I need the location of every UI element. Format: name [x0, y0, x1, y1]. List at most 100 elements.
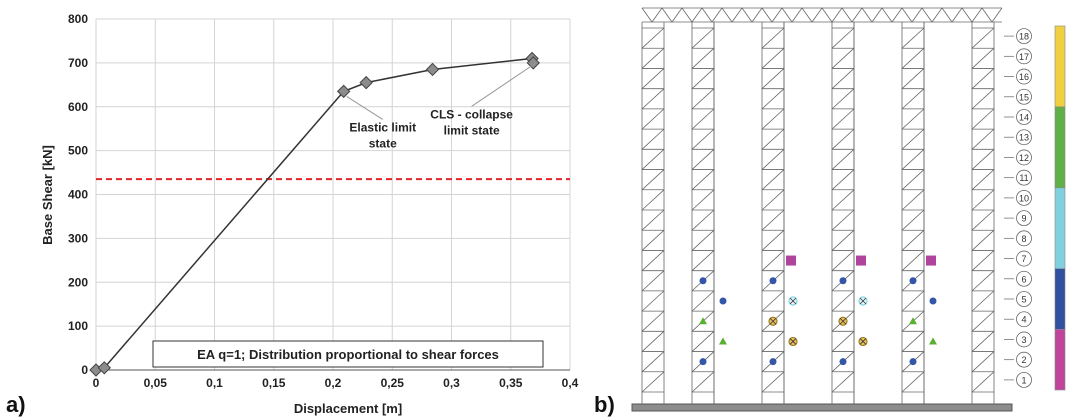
floor-marker — [1016, 169, 1032, 186]
floor-marker — [1016, 189, 1032, 206]
floor-label: 1 — [1021, 375, 1026, 385]
y-axis-label: Base Shear [kN] — [40, 145, 55, 245]
annotation-text: Elastic limit — [349, 120, 416, 134]
hinge-marker — [788, 296, 798, 306]
floor-label: 17 — [1019, 52, 1029, 62]
annotation-leader — [346, 95, 384, 120]
floor-marker — [1016, 351, 1032, 368]
panel-b-label: b) — [594, 392, 615, 417]
floor-marker — [1016, 230, 1032, 247]
data-point — [425, 62, 440, 77]
floor-label: 13 — [1019, 133, 1029, 143]
color-bar-segment — [1054, 187, 1066, 269]
chart-grid — [95, 18, 571, 371]
floor-label: 11 — [1019, 173, 1028, 183]
annotation-text: CLS - collapse — [430, 107, 513, 121]
floor-label: 18 — [1019, 32, 1029, 42]
x-tick-label: 0,3 — [443, 376, 460, 390]
legend-box: EA q=1; Distribution proportional to she… — [152, 340, 544, 368]
y-tick-label: 400 — [68, 188, 88, 202]
panel-a-label: a) — [6, 392, 26, 417]
hinge-marker — [856, 255, 866, 266]
floor-marker — [1016, 291, 1032, 307]
floor-marker — [1016, 88, 1032, 105]
hinge-marker — [909, 317, 917, 325]
color-bar-segment — [1054, 25, 1066, 108]
hinge-marker — [839, 358, 847, 366]
hinge-marker — [768, 316, 778, 326]
floor-marker — [1016, 331, 1032, 348]
floor-marker — [1016, 149, 1032, 166]
annotation-text: state — [369, 136, 397, 150]
floor-marker — [1016, 109, 1032, 125]
color-bar-segment — [1054, 268, 1066, 330]
color-bar — [1054, 25, 1066, 391]
hinge-marker — [909, 358, 917, 366]
y-tick-label: 300 — [68, 231, 88, 245]
frame-drawing — [631, 7, 1013, 412]
floor-label: 8 — [1021, 234, 1026, 244]
x-tick-label: 0,1 — [206, 376, 223, 390]
hinge-marker — [838, 316, 848, 326]
floor-label: 10 — [1019, 193, 1029, 203]
x-tick-label: 0,05 — [144, 376, 168, 390]
annotation-leader — [471, 63, 536, 107]
hinge-marker — [858, 336, 868, 347]
floor-marker — [1016, 68, 1032, 85]
x-tick-label: 0,4 — [562, 376, 579, 390]
floor-label: 9 — [1021, 214, 1026, 224]
hinge-marker — [786, 255, 796, 266]
plastic-hinges — [699, 255, 937, 366]
pushover-chart: 0 100 200 300 400 500 600 700 800 0 0,05 0,1 0,15 0,… — [6, 12, 579, 417]
foundation — [631, 403, 1013, 412]
data-point — [97, 361, 112, 375]
color-bar-segment — [1054, 106, 1066, 189]
floor-label: 12 — [1019, 153, 1029, 163]
data-point — [526, 56, 540, 70]
hinge-marker — [699, 358, 707, 366]
floor-label: 4 — [1021, 315, 1026, 325]
floor-marker — [1016, 28, 1032, 45]
hinge-marker — [719, 297, 727, 305]
floor-label: 16 — [1019, 72, 1029, 82]
floor-marker — [1016, 129, 1032, 146]
y-tick-label: 100 — [68, 319, 88, 333]
annotation-text: limit state — [444, 123, 500, 137]
hinge-marker — [769, 358, 777, 366]
x-tick-label: 0,25 — [381, 376, 405, 390]
floor-marker — [1016, 250, 1032, 267]
x-tick-label: 0 — [93, 376, 100, 390]
floor-label: 6 — [1021, 274, 1026, 284]
floor-marker — [1016, 311, 1032, 328]
legend-text: EA q=1; Distribution proportional to she… — [197, 347, 499, 362]
y-tick-label: 600 — [68, 100, 88, 114]
series-line — [89, 51, 540, 377]
x-tick-label: 0,15 — [262, 376, 286, 390]
color-bar-segment — [1054, 329, 1066, 391]
hinge-marker — [858, 296, 868, 306]
y-tick-label: 0 — [81, 363, 88, 377]
floor-label: 3 — [1021, 335, 1026, 345]
y-axis-ticks: 0 100 200 300 400 500 600 700 800 — [68, 12, 88, 377]
floor-label: 2 — [1021, 355, 1026, 365]
hinge-marker — [699, 317, 707, 325]
floor-label: 7 — [1021, 254, 1026, 264]
hinge-marker — [699, 277, 707, 285]
x-tick-label: 0,2 — [325, 376, 342, 390]
floor-marker — [1016, 48, 1032, 65]
floor-label: 14 — [1019, 113, 1029, 123]
hinge-marker — [909, 277, 917, 285]
floor-label: 15 — [1019, 92, 1029, 102]
hinge-marker — [929, 337, 937, 345]
y-tick-label: 700 — [68, 56, 88, 70]
hinge-marker — [929, 297, 937, 305]
x-axis-label: Displacement [m] — [294, 401, 402, 416]
data-point — [359, 75, 373, 90]
floor-label: 5 — [1021, 295, 1026, 305]
data-point — [336, 84, 351, 99]
floor-marker — [1016, 371, 1032, 388]
annotations: Elastic limit state CLS - collapse limit st… — [346, 63, 536, 150]
hinge-marker — [788, 336, 798, 347]
hinge-marker — [839, 277, 847, 285]
